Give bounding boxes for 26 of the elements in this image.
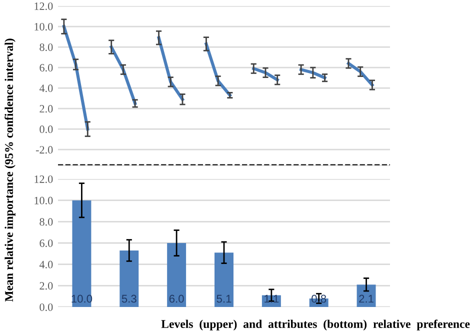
y-tick-label: 4.0 — [39, 260, 53, 268]
y-tick-label: -2.0 — [36, 146, 53, 154]
y-axis-title: Mean relative importance (95% confidence interval) — [4, 38, 16, 302]
y-tick-label: 8.0 — [40, 43, 53, 52]
bar — [120, 250, 139, 307]
x-axis-title: Levels (upper) and attributes (bottom) relative preference — [161, 320, 470, 330]
data-label: 2.1 — [359, 294, 374, 303]
y-tick-label: 0.0 — [40, 303, 53, 312]
bar — [167, 243, 186, 307]
y-tick-label: 6.0 — [40, 239, 53, 248]
y-tick-label: 2.0 — [40, 282, 53, 290]
data-label: 5.1 — [216, 294, 232, 303]
y-tick-label: 10.0 — [34, 22, 53, 31]
y-tick-label: 12.0 — [34, 175, 53, 184]
y-tick-label: 10.0 — [34, 196, 53, 204]
y-tick-label: 12.0 — [34, 2, 53, 10]
bar — [72, 200, 92, 307]
y-tick-label: 4.0 — [39, 84, 53, 92]
data-label: 5.3 — [122, 294, 136, 303]
y-tick-label: 2.0 — [40, 105, 53, 113]
y-tick-label: 0.0 — [40, 126, 53, 134]
bar — [356, 284, 376, 307]
bar — [214, 252, 234, 307]
y-tick-label: 6.0 — [40, 64, 53, 72]
data-label: 6.0 — [169, 294, 184, 303]
y-tick-label: 8.0 — [40, 218, 53, 226]
